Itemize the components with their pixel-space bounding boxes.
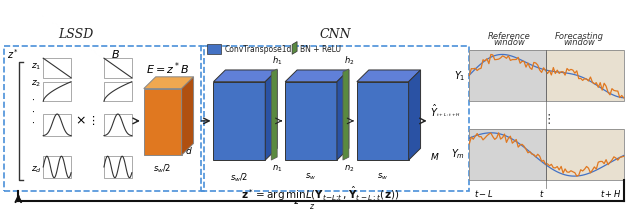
Text: $Y_1$: $Y_1$ bbox=[454, 69, 465, 83]
Text: $t$: $t$ bbox=[540, 188, 545, 198]
Text: $\vdots$: $\vdots$ bbox=[87, 114, 95, 127]
Text: window: window bbox=[563, 38, 595, 47]
Text: $n_1$: $n_1$ bbox=[272, 163, 283, 174]
Bar bbox=[546, 129, 623, 180]
Text: $Y_m$: $Y_m$ bbox=[451, 147, 465, 161]
Polygon shape bbox=[292, 42, 297, 54]
Text: $z_2$: $z_2$ bbox=[31, 78, 42, 89]
Text: $\mathbf{z}^* = \arg\min_{\mathbf{z}} L(\mathbf{Y}_{t-L:t}, \hat{\mathbf{Y}}_{t-: $\mathbf{z}^* = \arg\min_{\mathbf{z}} L(… bbox=[241, 185, 399, 207]
Text: $\times$: $\times$ bbox=[75, 114, 85, 127]
Text: LSSD: LSSD bbox=[58, 28, 93, 40]
Text: $s_w/2$: $s_w/2$ bbox=[154, 162, 172, 174]
Text: Reference: Reference bbox=[488, 32, 531, 40]
Bar bbox=[546, 50, 623, 101]
Text: $\vdots$: $\vdots$ bbox=[542, 112, 551, 126]
Text: $z$: $z$ bbox=[309, 202, 315, 211]
Bar bbox=[469, 129, 623, 180]
Bar bbox=[469, 50, 623, 101]
Text: $\hat{Y}$: $\hat{Y}$ bbox=[429, 103, 438, 119]
Bar bbox=[104, 156, 132, 178]
Text: CNN: CNN bbox=[319, 28, 351, 40]
Polygon shape bbox=[285, 70, 349, 82]
Bar bbox=[200, 46, 469, 191]
Text: $_{t+L:t+H}$: $_{t+L:t+H}$ bbox=[436, 112, 461, 119]
Text: $s_w$: $s_w$ bbox=[377, 172, 388, 182]
Text: $t+H$: $t+H$ bbox=[600, 188, 621, 198]
Bar bbox=[44, 114, 71, 136]
Polygon shape bbox=[144, 89, 182, 155]
Bar bbox=[207, 45, 221, 54]
Bar bbox=[44, 58, 71, 78]
Polygon shape bbox=[271, 69, 277, 160]
Text: window: window bbox=[493, 38, 525, 47]
Text: Forecasting: Forecasting bbox=[554, 32, 604, 40]
Text: BN + ReLU: BN + ReLU bbox=[300, 45, 341, 54]
Bar bbox=[469, 129, 546, 180]
Polygon shape bbox=[357, 82, 408, 160]
Text: $E = z^*B$: $E = z^*B$ bbox=[146, 61, 189, 77]
Bar bbox=[104, 114, 132, 136]
Bar bbox=[104, 58, 132, 78]
Bar bbox=[44, 82, 71, 101]
Polygon shape bbox=[357, 70, 420, 82]
Polygon shape bbox=[337, 70, 349, 160]
Text: $d$: $d$ bbox=[184, 145, 193, 156]
Text: $h_2$: $h_2$ bbox=[344, 54, 355, 67]
Bar bbox=[469, 50, 546, 101]
Polygon shape bbox=[285, 82, 337, 160]
Polygon shape bbox=[408, 70, 420, 160]
Polygon shape bbox=[214, 82, 265, 160]
Polygon shape bbox=[214, 70, 277, 82]
Text: $s_w/2$: $s_w/2$ bbox=[230, 172, 248, 184]
Bar bbox=[44, 156, 71, 178]
Text: $t-L$: $t-L$ bbox=[474, 188, 494, 198]
Polygon shape bbox=[182, 77, 193, 155]
Text: $n_2$: $n_2$ bbox=[344, 163, 355, 174]
Polygon shape bbox=[265, 70, 277, 160]
Text: $\cdot$: $\cdot$ bbox=[31, 118, 35, 127]
Text: $s_w$: $s_w$ bbox=[305, 172, 317, 182]
Bar bbox=[4, 46, 204, 191]
Polygon shape bbox=[343, 69, 349, 160]
Text: $M$: $M$ bbox=[429, 151, 439, 162]
Polygon shape bbox=[144, 77, 193, 89]
Text: $\cdot$: $\cdot$ bbox=[31, 95, 35, 104]
Text: $h_1$: $h_1$ bbox=[272, 54, 283, 67]
Text: $z_1$: $z_1$ bbox=[31, 62, 42, 72]
Text: $\cdot$: $\cdot$ bbox=[31, 107, 35, 116]
Text: $B$: $B$ bbox=[111, 48, 120, 60]
Text: ConvTranspose1d: ConvTranspose1d bbox=[225, 45, 292, 54]
Text: $z^*$: $z^*$ bbox=[7, 47, 19, 61]
Bar bbox=[104, 82, 132, 101]
Text: $z_d$: $z_d$ bbox=[31, 165, 42, 175]
